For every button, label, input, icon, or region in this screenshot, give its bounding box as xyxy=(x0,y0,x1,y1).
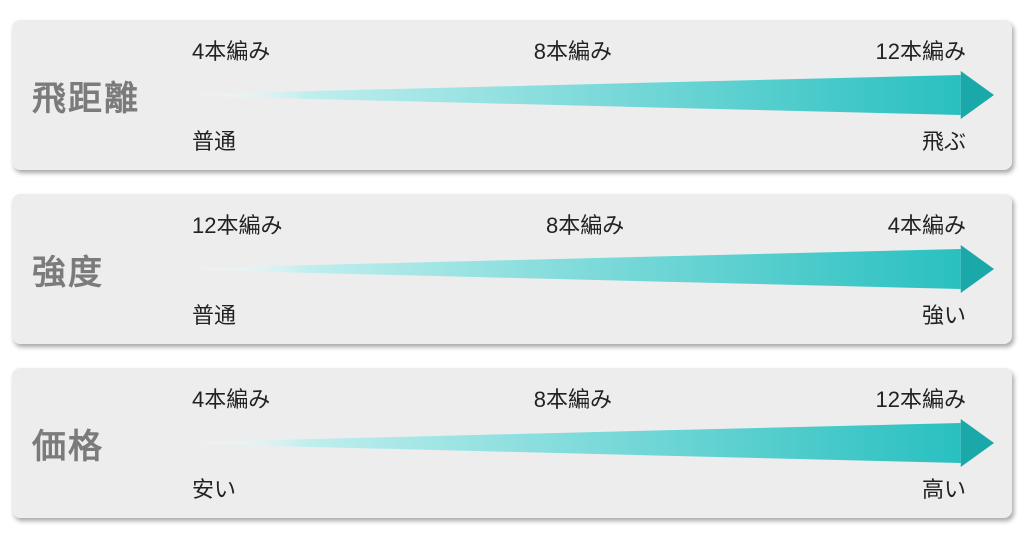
panel-distance: 飛距離 4本編み 8本編み 12本編み 普通 飛ぶ xyxy=(12,20,1012,170)
panel-strength: 強度 12本編み 8本編み 4本編み 普通 強い xyxy=(12,194,1012,344)
panel-body: 12本編み 8本編み 4本編み 普通 強い xyxy=(192,208,994,330)
panel-title: 飛距離 xyxy=(32,71,192,120)
top-label-left: 12本編み xyxy=(192,208,282,240)
panel-body: 4本編み 8本編み 12本編み 普通 飛ぶ xyxy=(192,34,994,156)
bottom-label-left: 普通 xyxy=(192,124,236,156)
top-label-mid: 8本編み xyxy=(534,34,612,66)
bottom-label-left: 普通 xyxy=(192,298,236,330)
panel-price: 価格 4本編み 8本編み 12本編み 安い 高い xyxy=(12,368,1012,518)
top-label-right: 12本編み xyxy=(876,382,966,414)
top-label-right: 12本編み xyxy=(876,34,966,66)
arrow xyxy=(192,245,994,293)
panel-title: 強度 xyxy=(32,245,192,294)
top-label-mid: 8本編み xyxy=(534,382,612,414)
arrow xyxy=(192,419,994,467)
arrow xyxy=(192,71,994,119)
top-labels: 12本編み 8本編み 4本編み xyxy=(192,208,966,240)
bottom-labels: 安い 高い xyxy=(192,472,966,504)
panel-body: 4本編み 8本編み 12本編み 安い 高い xyxy=(192,382,994,504)
bottom-labels: 普通 強い xyxy=(192,298,966,330)
bottom-label-right: 強い xyxy=(922,298,966,330)
bottom-label-right: 高い xyxy=(922,472,966,504)
top-label-right: 4本編み xyxy=(888,208,966,240)
top-label-left: 4本編み xyxy=(192,34,270,66)
bottom-label-left: 安い xyxy=(192,472,236,504)
top-labels: 4本編み 8本編み 12本編み xyxy=(192,34,966,66)
bottom-label-right: 飛ぶ xyxy=(922,124,966,156)
top-labels: 4本編み 8本編み 12本編み xyxy=(192,382,966,414)
bottom-labels: 普通 飛ぶ xyxy=(192,124,966,156)
top-label-mid: 8本編み xyxy=(546,208,624,240)
panel-title: 価格 xyxy=(32,419,192,468)
top-label-left: 4本編み xyxy=(192,382,270,414)
